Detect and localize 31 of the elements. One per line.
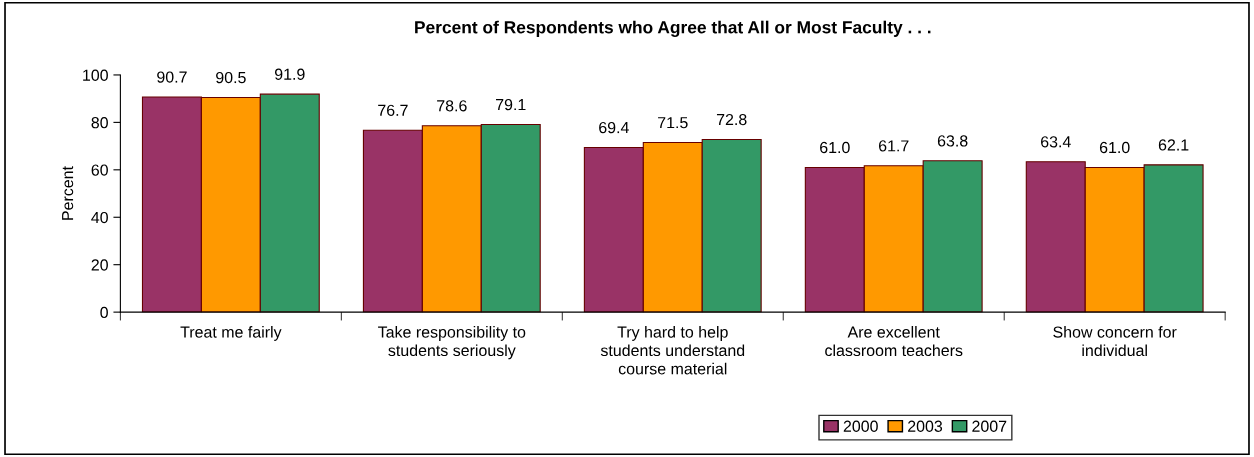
x-tick-label: Treat me fairly xyxy=(180,326,282,341)
y-tick-label: 60 xyxy=(91,164,108,176)
data-label: 61.7 xyxy=(879,140,909,152)
x-tick-label: Take responsibility to students seriously xyxy=(378,326,526,360)
data-label: 90.5 xyxy=(216,71,246,84)
x-tick-label: Are excellent classroom teachers xyxy=(825,326,963,357)
data-label: 91.9 xyxy=(274,68,305,80)
data-label: 63.8 xyxy=(937,135,968,147)
legend-label: 2007 xyxy=(972,420,1007,432)
data-label: 79.1 xyxy=(496,98,526,111)
legend-label: 2000 xyxy=(843,420,878,432)
y-tick-label: 20 xyxy=(91,259,108,271)
y-tick-label: 100 xyxy=(83,69,108,81)
data-label: 62.1 xyxy=(1158,139,1189,151)
x-tick-label: Try hard to help students understand course material xyxy=(600,326,745,375)
data-label: 69.4 xyxy=(599,121,629,134)
chart-title: Percent of Respondents who Agree that All or Most Faculty . . . xyxy=(415,20,931,37)
legend-label: 2003 xyxy=(908,420,943,432)
data-label: 71.5 xyxy=(658,117,688,129)
y-tick-label: 80 xyxy=(91,117,108,129)
x-tick-label: Show concern for individual xyxy=(1053,326,1177,357)
data-label: 76.7 xyxy=(378,104,408,116)
y-axis-title: Percent xyxy=(62,166,74,220)
data-label: 61.0 xyxy=(1099,141,1130,154)
y-tick-label: 40 xyxy=(91,211,108,224)
data-label: 78.6 xyxy=(437,100,467,112)
data-label: 72.8 xyxy=(716,113,747,126)
data-label: 90.7 xyxy=(157,71,187,83)
data-label: 61.0 xyxy=(820,141,850,154)
data-label: 63.4 xyxy=(1041,136,1071,148)
y-tick-label: 0 xyxy=(100,306,108,319)
